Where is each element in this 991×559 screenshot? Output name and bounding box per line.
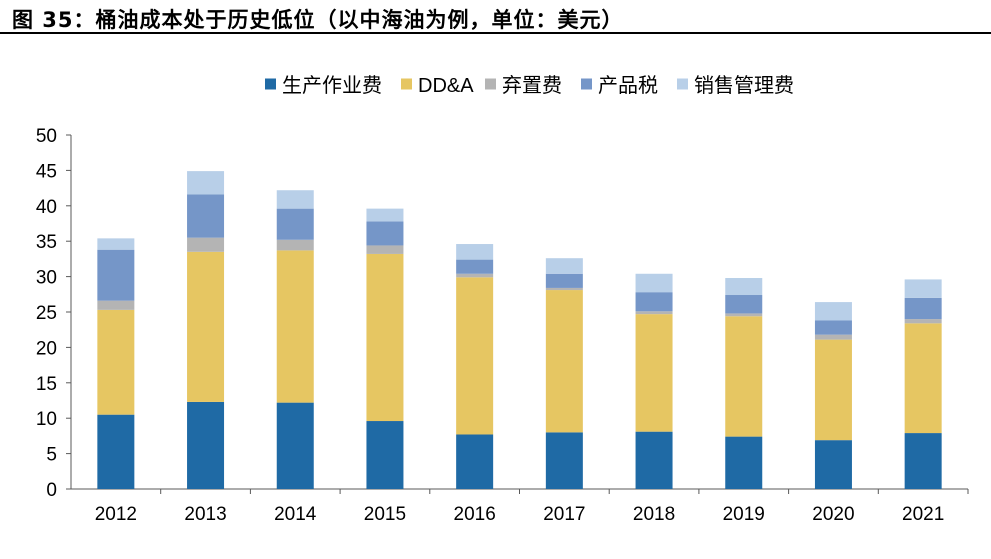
y-tick-label: 45	[36, 161, 57, 182]
legend-label-1: DD&A	[418, 75, 474, 97]
legend-label-0: 生产作业费	[282, 74, 382, 97]
y-tick-label: 15	[36, 374, 57, 395]
bar-segment-1	[97, 309, 135, 415]
legend-label-4: 销售管理费	[694, 74, 794, 97]
bar-segment-2	[456, 273, 494, 278]
y-tick-label: 20	[36, 338, 57, 359]
bar-segment-2	[635, 311, 673, 315]
bar-segment-3	[97, 249, 135, 301]
bar-segment-2	[97, 300, 135, 310]
y-tick-label: 0	[46, 480, 57, 501]
legend-label-2: 弃置费	[502, 74, 562, 97]
x-tick-label: 2015	[364, 504, 406, 525]
y-tick-label: 5	[46, 445, 57, 466]
bar-segment-2	[904, 319, 942, 324]
bar-segment-4	[97, 238, 135, 250]
legend-swatch-1	[401, 78, 412, 90]
y-tick-label: 25	[36, 303, 57, 324]
bar-segment-2	[187, 237, 225, 252]
bar-segment-0	[814, 440, 852, 489]
bar-segment-0	[97, 414, 135, 489]
bar-segment-0	[187, 401, 225, 489]
y-tick-label: 30	[36, 268, 57, 289]
bar-segment-0	[635, 431, 673, 489]
bar-segment-2	[725, 313, 763, 317]
bar-segment-4	[725, 278, 763, 296]
y-tick-label: 10	[36, 409, 57, 430]
legend-swatch-2	[485, 78, 496, 90]
bar-segment-0	[725, 436, 763, 489]
bar-segment-0	[904, 433, 942, 489]
bar-segment-4	[545, 258, 583, 274]
x-tick-label: 2018	[633, 504, 675, 525]
x-tick-label: 2013	[184, 504, 226, 525]
bar-segment-3	[814, 320, 852, 335]
bar-segment-0	[456, 434, 494, 489]
bar-segment-3	[276, 208, 314, 240]
bar-segment-1	[187, 251, 225, 402]
figure-title-bar: 图 35：桶油成本处于历史低位（以中海油为例，单位：美元）	[0, 0, 991, 34]
bar-segment-1	[366, 253, 404, 422]
bar-segment-4	[814, 302, 852, 321]
legend-swatch-4	[677, 78, 688, 90]
bar-segment-1	[814, 339, 852, 441]
legend-swatch-3	[581, 78, 592, 90]
bar-segment-2	[366, 245, 404, 254]
y-tick-label: 40	[36, 197, 57, 218]
bar-segment-1	[725, 316, 763, 437]
x-tick-label: 2014	[274, 504, 317, 525]
x-tick-label: 2021	[902, 504, 944, 525]
bar-segment-4	[635, 273, 673, 293]
bar-segment-0	[276, 402, 314, 489]
bar-segment-0	[545, 432, 583, 489]
bar-segment-3	[187, 194, 225, 238]
bar-segment-3	[904, 297, 942, 320]
bar-segment-3	[545, 273, 583, 288]
bar-segment-3	[725, 295, 763, 314]
bar-segment-1	[545, 290, 583, 433]
bar-segment-1	[904, 323, 942, 434]
bar-segment-4	[456, 244, 494, 260]
bar-segment-2	[814, 334, 852, 340]
bar-segment-4	[904, 279, 942, 298]
figure-title: 图 35：桶油成本处于历史低位（以中海油为例，单位：美元）	[12, 8, 624, 32]
bar-segment-2	[545, 287, 583, 291]
bar-segment-2	[276, 239, 314, 251]
bar-segment-3	[456, 259, 494, 274]
bar-segment-1	[456, 277, 494, 435]
y-tick-label: 35	[36, 232, 57, 253]
bar-segment-1	[635, 314, 673, 432]
bar-segment-4	[276, 190, 314, 209]
legend-swatch-0	[265, 78, 276, 90]
bar-segment-4	[187, 171, 225, 195]
x-tick-label: 2019	[723, 504, 765, 525]
bar-segment-4	[366, 208, 404, 222]
y-tick-label: 50	[36, 126, 57, 147]
bar-segment-3	[635, 292, 673, 312]
legend-label-3: 产品税	[598, 74, 658, 97]
bar-segment-1	[276, 250, 314, 403]
x-tick-label: 2012	[95, 504, 137, 525]
bar-segment-0	[366, 421, 404, 489]
x-tick-label: 2016	[454, 504, 496, 525]
x-tick-label: 2020	[812, 504, 854, 525]
bar-segment-3	[366, 221, 404, 246]
x-tick-label: 2017	[543, 504, 585, 525]
